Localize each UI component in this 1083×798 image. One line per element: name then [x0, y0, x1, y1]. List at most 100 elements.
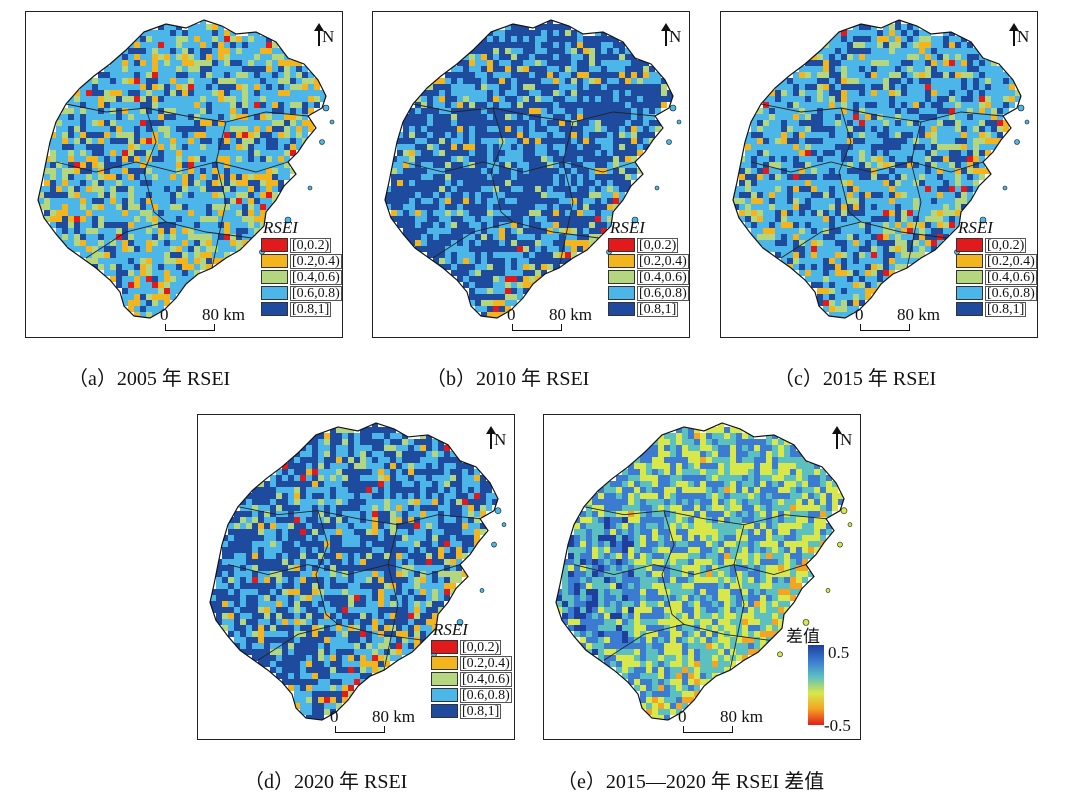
map-pixel [625, 66, 631, 72]
map-pixel [505, 258, 511, 264]
map-pixel [931, 156, 937, 162]
map-pixel [619, 72, 625, 78]
map-pixel [170, 246, 176, 252]
map-pixel [541, 66, 547, 72]
map-pixel [200, 24, 206, 30]
map-pixel [194, 258, 200, 264]
map-pixel [595, 228, 601, 234]
map-pixel [619, 54, 625, 60]
map-pixel [282, 481, 288, 487]
map-pixel [260, 66, 266, 72]
map-pixel [829, 192, 835, 198]
map-pixel [607, 138, 613, 144]
map-pixel [931, 174, 937, 180]
scale-zero: 0 [507, 305, 516, 324]
map-pixel [462, 475, 468, 481]
map-pixel [318, 475, 324, 481]
map-pixel [158, 222, 164, 228]
map-pixel [529, 30, 535, 36]
map-pixel [140, 306, 146, 312]
map-pixel [481, 198, 487, 204]
map-pixel [110, 246, 116, 252]
map-pixel [649, 126, 655, 132]
map-pixel [835, 72, 841, 78]
map-pixel [218, 54, 224, 60]
map-pixel [110, 264, 116, 270]
map-pixel [74, 114, 80, 120]
map-pixel [577, 108, 583, 114]
map-pixel [487, 300, 493, 306]
map-pixel [529, 264, 535, 270]
map-pixel [895, 234, 901, 240]
map-pixel [835, 306, 841, 312]
map-pixel [152, 120, 158, 126]
map-pixel [571, 150, 577, 156]
map-pixel [883, 216, 889, 222]
map-pixel [529, 186, 535, 192]
map-pixel [194, 96, 200, 102]
map-pixel [44, 198, 50, 204]
map-pixel [176, 162, 182, 168]
map-pixel [360, 445, 366, 451]
map-pixel [176, 180, 182, 186]
map-pixel [403, 228, 409, 234]
map-pixel [541, 240, 547, 246]
map-pixel [517, 126, 523, 132]
map-pixel [296, 66, 302, 72]
map-pixel [1009, 78, 1015, 84]
map-pixel [769, 132, 775, 138]
map-pixel [853, 300, 859, 306]
map-pixel [553, 228, 559, 234]
map-pixel [841, 198, 847, 204]
map-pixel [206, 156, 212, 162]
map-pixel [306, 481, 312, 487]
map-pixel [919, 108, 925, 114]
map-pixel [427, 120, 433, 126]
map-pixel [865, 156, 871, 162]
map-pixel [324, 475, 330, 481]
map-pixel [493, 204, 499, 210]
map-pixel [577, 48, 583, 54]
map-pixel [859, 42, 865, 48]
map-pixel [242, 60, 248, 66]
map-pixel [445, 180, 451, 186]
map-pixel [805, 78, 811, 84]
map-pixel [871, 42, 877, 48]
map-pixel [140, 252, 146, 258]
map-pixel [553, 174, 559, 180]
map-pixel [949, 144, 955, 150]
map-pixel [451, 240, 457, 246]
map-pixel [925, 210, 931, 216]
map-pixel [354, 481, 360, 487]
map-pixel [284, 132, 290, 138]
map-pixel [445, 150, 451, 156]
map-pixel [931, 210, 937, 216]
map-pixel [188, 126, 194, 132]
map-pixel [224, 210, 230, 216]
map-pixel [967, 144, 973, 150]
map-pixel [859, 204, 865, 210]
map-pixel [541, 174, 547, 180]
map-pixel [140, 222, 146, 228]
map-pixel [799, 150, 805, 156]
map-pixel [146, 96, 152, 102]
map-pixel [469, 216, 475, 222]
map-pixel [152, 174, 158, 180]
map-pixel [433, 180, 439, 186]
map-pixel [230, 180, 236, 186]
map-pixel [919, 204, 925, 210]
map-pixel [408, 457, 414, 463]
map-pixel [68, 180, 74, 186]
map-pixel [817, 72, 823, 78]
map-pixel [284, 162, 290, 168]
map-pixel [955, 96, 961, 102]
map-pixel [769, 96, 775, 102]
map-pixel [829, 234, 835, 240]
legend-swatch [956, 238, 983, 252]
map-pixel [140, 126, 146, 132]
map-pixel [206, 192, 212, 198]
map-pixel [224, 120, 230, 126]
map-pixel [553, 60, 559, 66]
map-pixel [409, 222, 415, 228]
map-pixel [547, 72, 553, 78]
